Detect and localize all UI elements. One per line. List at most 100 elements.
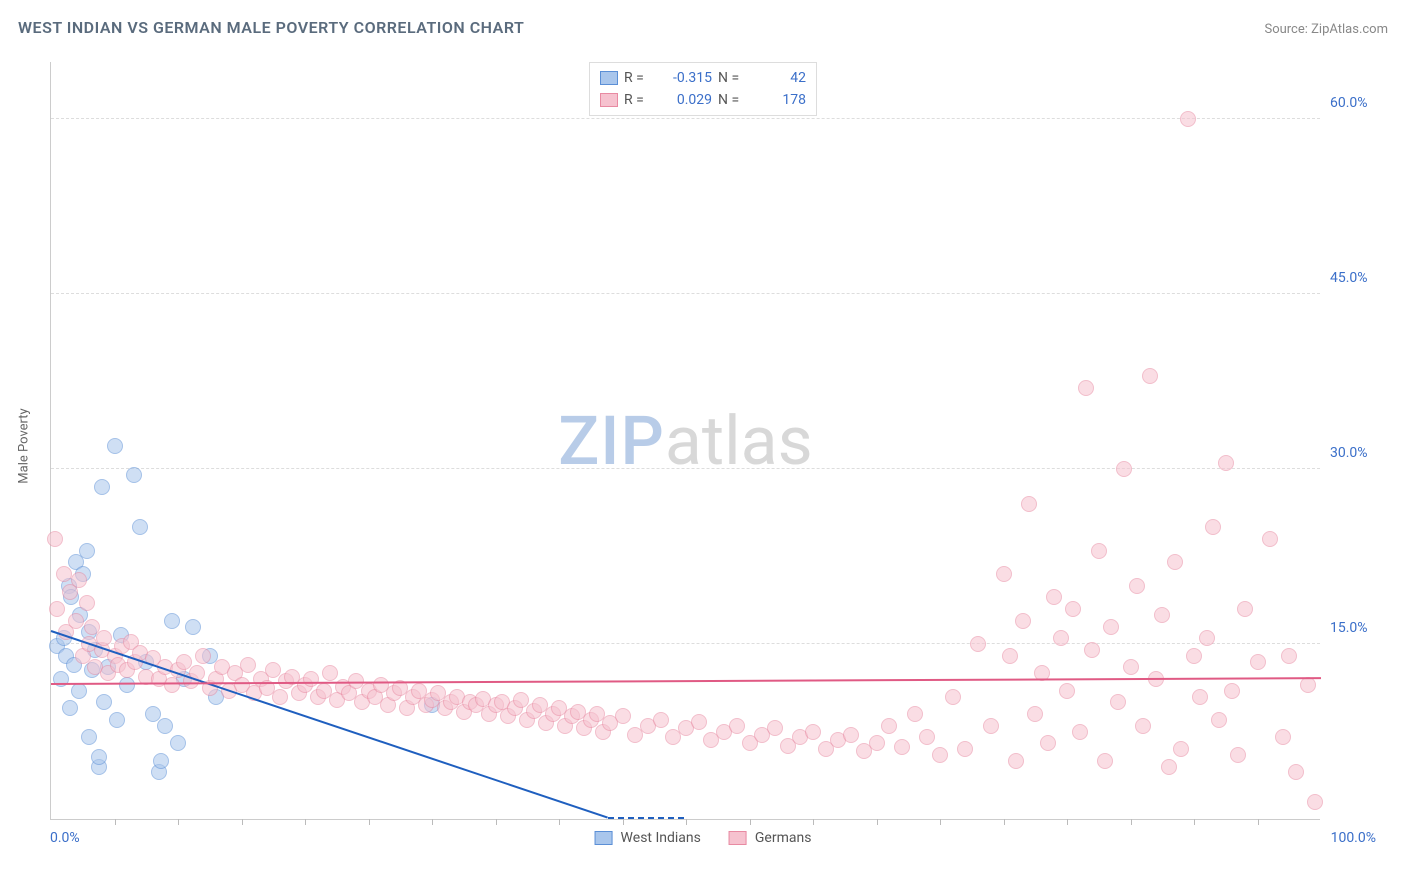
gridline [51,643,1320,644]
scatter-point-german [1059,683,1075,699]
scatter-point-german [164,677,180,693]
y-tick-label: 30.0% [1330,445,1390,461]
scatter-point-german [957,741,973,757]
scatter-point-german [1186,648,1202,664]
x-minor-tick [1194,819,1195,825]
scatter-point-west-indian [79,543,95,559]
n-value-0: 42 [752,70,806,86]
scatter-point-german [71,572,87,588]
scatter-point-west-indian [71,683,87,699]
scatter-point-west-indian [109,712,125,728]
scatter-point-german [1307,794,1323,810]
scatter-point-german [240,657,256,673]
scatter-plot-area: ZIPatlas 15.0%30.0%45.0%60.0% [50,62,1320,820]
x-minor-tick [496,819,497,825]
scatter-point-german [1097,753,1113,769]
scatter-point-german [767,720,783,736]
scatter-point-german [1180,111,1196,127]
scatter-point-west-indian [107,438,123,454]
y-tick-label: 45.0% [1330,270,1390,286]
scatter-point-german [1072,724,1088,740]
legend-row-germans: R = 0.029 N = 178 [600,89,806,111]
scatter-point-german [970,636,986,652]
chart-title: WEST INDIAN VS GERMAN MALE POVERTY CORRE… [18,18,524,37]
r-label: R = [624,70,652,86]
x-axis-max-label: 100.0% [1331,830,1376,846]
scatter-point-german [1040,735,1056,751]
legend-label: Germans [755,830,812,846]
x-minor-tick [940,819,941,825]
scatter-point-german [1129,578,1145,594]
y-axis-label: Male Poverty [17,408,32,483]
x-minor-tick [1004,819,1005,825]
scatter-point-german [1250,654,1266,670]
scatter-point-west-indian [81,729,97,745]
scatter-point-german [1027,706,1043,722]
source-attribution: Source: ZipAtlas.com [1264,22,1388,37]
scatter-point-german [1199,630,1215,646]
scatter-point-west-indian [153,753,169,769]
scatter-point-german [47,531,63,547]
source-label: Source: [1264,22,1311,37]
scatter-point-german [1116,461,1132,477]
legend-item-germans: Germans [729,830,812,846]
scatter-point-german [1142,368,1158,384]
x-minor-tick [432,819,433,825]
scatter-point-german [1300,677,1316,693]
scatter-point-german [1002,648,1018,664]
x-minor-tick [242,819,243,825]
scatter-point-german [1154,607,1170,623]
legend-swatch-icon [729,831,747,845]
scatter-point-german [1237,601,1253,617]
legend-swatch-icon [595,831,613,845]
scatter-point-german [1167,554,1183,570]
scatter-point-german [1015,613,1031,629]
scatter-point-german [96,630,112,646]
scatter-point-german [945,689,961,705]
scatter-point-german [1205,519,1221,535]
scatter-point-german [79,595,95,611]
scatter-point-german [1008,753,1024,769]
y-tick-label: 15.0% [1330,620,1390,636]
scatter-point-german [1046,589,1062,605]
x-minor-tick [1067,819,1068,825]
scatter-point-german [843,727,859,743]
scatter-point-german [996,566,1012,582]
x-minor-tick [813,819,814,825]
scatter-point-german [1224,683,1240,699]
scatter-point-german [195,648,211,664]
scatter-point-german [932,747,948,763]
x-minor-tick [877,819,878,825]
scatter-point-west-indian [94,479,110,495]
scatter-point-german [1281,648,1297,664]
scatter-point-german [1288,764,1304,780]
correlation-legend: R = -0.315 N = 42 R = 0.029 N = 178 [589,62,817,116]
chart-header: WEST INDIAN VS GERMAN MALE POVERTY CORRE… [18,18,1388,37]
n-label: N = [718,70,746,86]
x-minor-tick [178,819,179,825]
x-minor-tick [1131,819,1132,825]
y-tick-label: 60.0% [1330,95,1390,111]
scatter-point-german [1262,531,1278,547]
scatter-point-german [322,665,338,681]
legend-swatch-west-indians [600,71,618,85]
scatter-point-west-indian [119,677,135,693]
r-label: R = [624,92,652,108]
scatter-point-german [1230,747,1246,763]
scatter-point-german [1084,642,1100,658]
trendline-extrapolated [608,817,684,819]
scatter-point-german [1110,694,1126,710]
scatter-point-west-indian [170,735,186,751]
x-minor-tick [559,819,560,825]
x-axis-min-label: 0.0% [50,830,80,846]
scatter-point-german [68,613,84,629]
source-value: ZipAtlas.com [1311,22,1388,37]
x-minor-tick [115,819,116,825]
scatter-point-west-indian [132,519,148,535]
x-minor-tick [623,819,624,825]
scatter-point-german [1218,455,1234,471]
legend-swatch-germans [600,93,618,107]
scatter-point-west-indian [96,694,112,710]
scatter-point-german [919,729,935,745]
scatter-point-german [56,566,72,582]
